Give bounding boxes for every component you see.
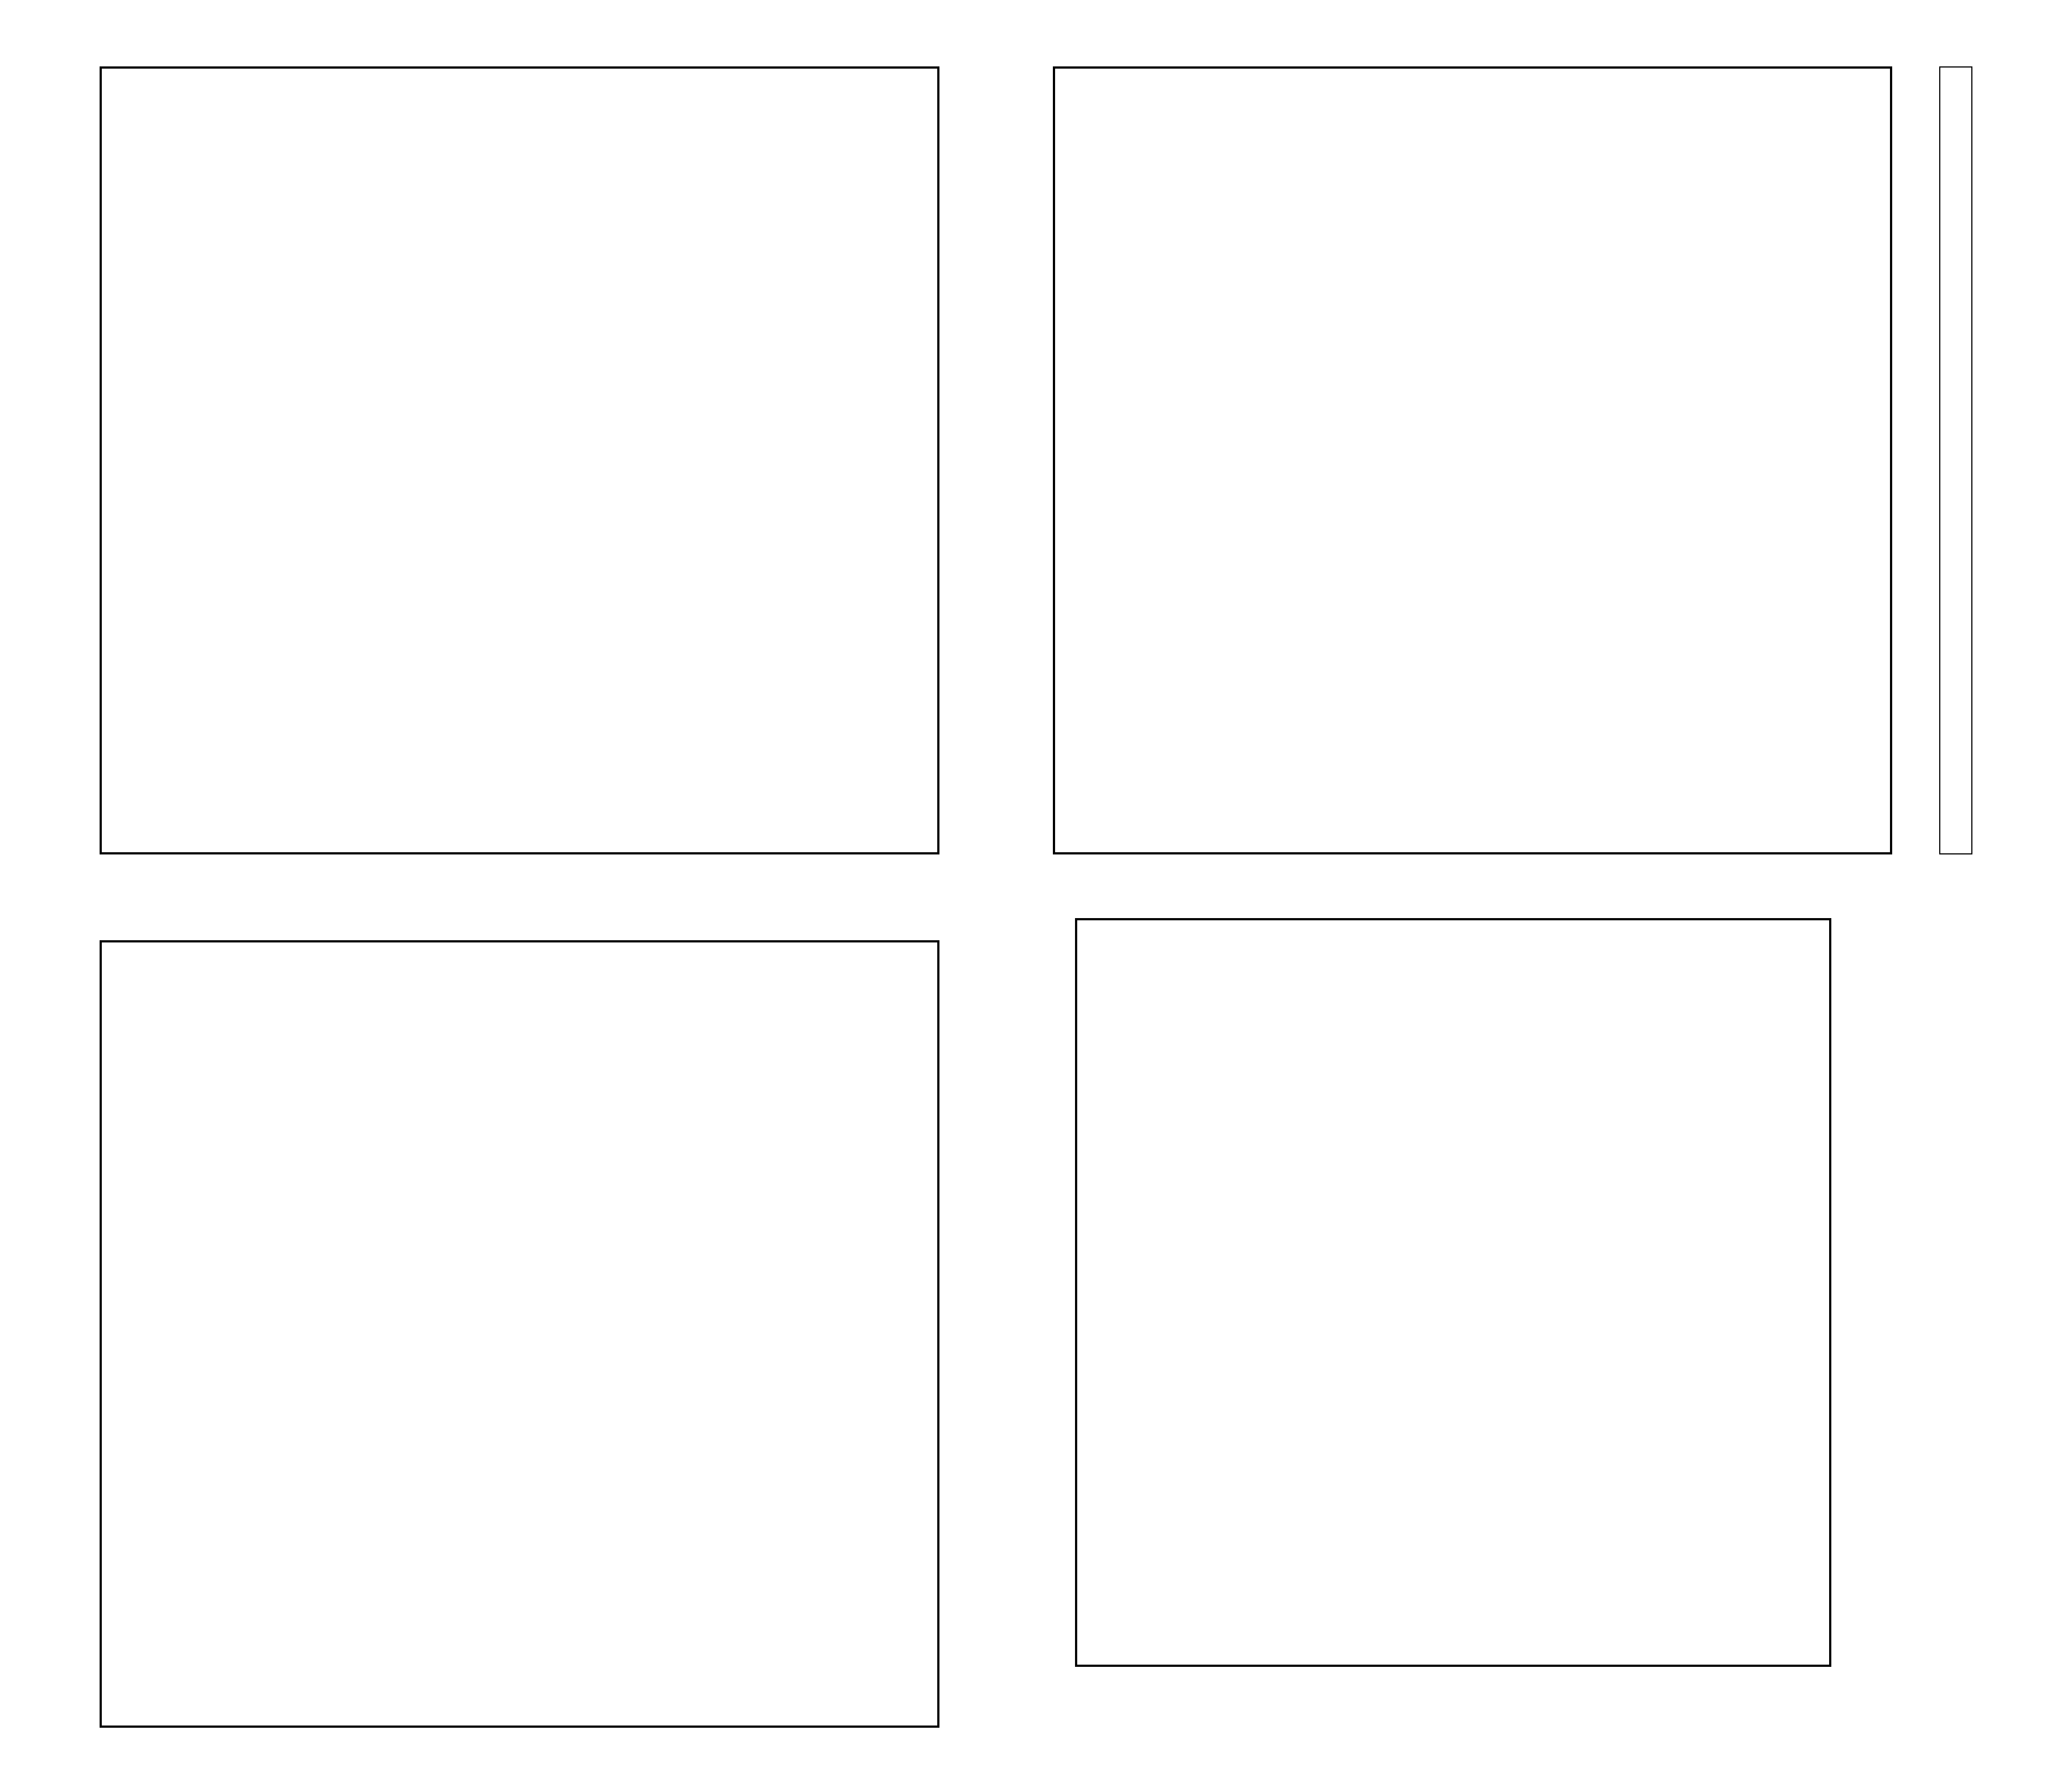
legend-spm: [1431, 940, 1475, 960]
map-frame-a: [100, 66, 939, 854]
map-panel-c: [22, 896, 956, 1750]
chart-panel-d: [975, 896, 1909, 1750]
chart-legend: [1431, 937, 1475, 969]
legend-spm-swatch: [1431, 940, 1464, 960]
map-frame-b: [1053, 66, 1893, 854]
chart-svg: [1077, 920, 1830, 1665]
map-canvas-c: [104, 945, 270, 1028]
map-frame-c: [100, 940, 939, 1728]
map-panel-b: [975, 22, 1909, 877]
legend-upd-swatch: [1431, 963, 1464, 966]
colorbar-container: [1928, 22, 2050, 877]
chart-frame: [1075, 918, 1832, 1667]
map-canvas-b: [1057, 71, 1223, 154]
map-canvas-a: [104, 71, 270, 154]
colorbar: [1939, 66, 1972, 854]
map-panel-a: [22, 22, 956, 877]
legend-upd: [1431, 963, 1475, 966]
spacer: [1928, 896, 2050, 1750]
